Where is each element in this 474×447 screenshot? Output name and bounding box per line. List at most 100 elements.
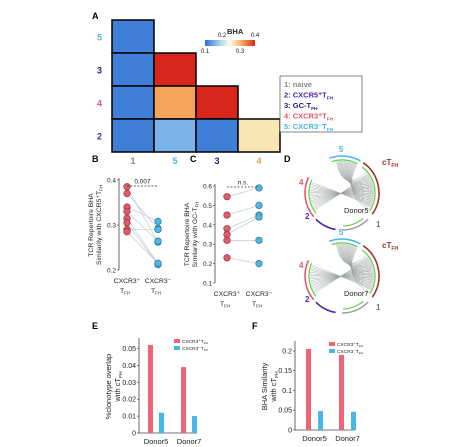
x-tick-label: CXCR3⁻ <box>246 291 273 298</box>
x-tick-label: CXCR3⁺ <box>114 278 141 285</box>
arc-ctfh <box>362 245 380 298</box>
pair-line <box>126 206 159 222</box>
bar <box>318 411 323 430</box>
inner-arc <box>308 262 317 297</box>
y-tick-label: 0 <box>288 428 292 435</box>
pair-line <box>226 205 260 216</box>
legend-entry: 2: CXCR5⁺TFH <box>284 91 334 102</box>
data-point <box>154 217 162 225</box>
data-point <box>255 184 263 192</box>
heatmap-cell <box>195 118 239 153</box>
heatmap-cell <box>111 85 155 120</box>
pair-line <box>126 231 159 264</box>
arc-cxcr5 <box>315 218 336 231</box>
x-tick-label: TFH <box>252 301 262 309</box>
arc-ctfh <box>362 162 380 215</box>
y-tick-label: 0.15 <box>278 368 292 375</box>
y-tick-label: 0.5 <box>203 203 212 210</box>
x-tick-label: TFH <box>151 288 161 296</box>
data-point <box>123 228 131 236</box>
data-point <box>154 225 162 234</box>
chord-label-4: 4 <box>299 261 304 270</box>
colorbar <box>205 40 255 46</box>
heatmap-cell <box>153 52 197 87</box>
y-axis-label: TCR Repertoire BHA <box>184 202 191 266</box>
y-axis-label: Similarity with CXCR5⁺TFH <box>96 185 104 265</box>
data-point <box>154 259 162 267</box>
y-axis-label: BHA Similarity <box>260 362 269 410</box>
heatmap-row-label: 5 <box>97 33 102 43</box>
colorbar-tick: 0.3 <box>236 49 245 55</box>
heatmap-row-label: 2 <box>97 132 102 142</box>
heatmap-cell <box>153 118 197 153</box>
arc-cxcr3-minus <box>329 155 361 162</box>
heatmap-cell <box>237 118 281 153</box>
data-point <box>223 193 231 201</box>
chord-label-2: 2 <box>305 212 310 221</box>
y-tick-label: 0.4 <box>107 178 116 185</box>
data-point <box>123 189 131 198</box>
y-tick-label: 0 <box>132 431 136 438</box>
heatmap-panel-a: 5 3 4 2 1 5 3 4 BHA 0.1 0.2 0.3 0.4 1: naive 2: CXCR5⁺… <box>97 19 363 166</box>
bar-chart-panel-e: 0 0.01 0.02 0.03 0.04 0.05 %clonotype overlap w… <box>104 338 208 446</box>
y-tick-label: 0.04 <box>122 363 136 370</box>
donor-label: Donor7 <box>344 289 369 298</box>
bar-chart-panel-f: 0 0.05 0.1 0.15 0.2 BHA Similarity with cTFH Do… <box>260 341 363 443</box>
pair-line <box>126 211 159 242</box>
pair-line <box>226 214 260 229</box>
bar <box>159 412 164 433</box>
paired-plot-panel-b: 0.2 0.3 0.4 TCR Repertoire BHA Similarity wi… <box>88 178 172 296</box>
x-tick-label: Donor5 <box>302 434 327 443</box>
chord-link <box>313 176 370 209</box>
y-tick-label: 0.2 <box>203 261 212 268</box>
inner-arc <box>331 159 358 165</box>
y-axis-label: with cTFH <box>269 371 280 403</box>
inner-arc <box>308 179 317 214</box>
panel-label-f: F <box>252 321 258 331</box>
x-tick-label: TFH <box>220 301 230 309</box>
data-point <box>223 236 231 244</box>
data-point <box>255 260 263 268</box>
colorbar-title: BHA <box>227 27 244 36</box>
donor-label: Donor5 <box>344 206 369 215</box>
heatmap-col-label: 4 <box>256 156 261 166</box>
x-tick-label: Donor5 <box>144 437 169 446</box>
inner-arc <box>331 242 358 248</box>
data-point <box>154 237 162 245</box>
inner-arc <box>361 166 376 211</box>
chord-label-ctfh: cTFH <box>382 158 399 169</box>
legend-swatch <box>174 346 180 350</box>
legend-entry: 5: CXCR3⁻TFH <box>284 122 334 133</box>
heatmap-cell <box>111 19 155 54</box>
panel-label-c: C <box>190 154 197 164</box>
heatmap-row-label: 3 <box>97 66 102 76</box>
y-tick-label: 0.05 <box>122 346 136 353</box>
pair-line <box>226 216 260 235</box>
y-tick-label: 0.01 <box>122 414 136 421</box>
y-tick-label: 0.6 <box>203 184 212 191</box>
legend-label: CXCR3⁻TFH <box>337 349 363 355</box>
legend-label: CXCR3⁻TFH <box>182 346 208 352</box>
cell-type-legend <box>279 75 363 133</box>
y-tick-label: 0.3 <box>203 242 212 249</box>
y-tick-label: 0.3 <box>107 223 116 230</box>
chord-link <box>311 182 372 207</box>
x-tick-label: Donor7 <box>177 437 202 446</box>
chord-label-4: 4 <box>299 178 304 187</box>
heatmap-cell <box>153 85 197 120</box>
heatmap-row-label: 4 <box>97 99 102 109</box>
data-point <box>123 183 131 191</box>
y-tick-label: 0.4 <box>203 222 212 229</box>
data-point <box>223 254 231 262</box>
chord-label-1: 1 <box>376 220 381 229</box>
heatmap-cell <box>111 52 155 87</box>
panel-label-e: E <box>92 321 98 331</box>
arc-cxcr3-plus <box>304 260 315 301</box>
y-axis-label: with cTFH <box>113 371 124 403</box>
chord-label-1: 1 <box>376 303 381 312</box>
x-tick-label: CXCR3⁺ <box>214 291 241 298</box>
data-point <box>255 236 263 244</box>
chord-link <box>313 259 370 292</box>
chord-label-5: 5 <box>339 228 344 237</box>
